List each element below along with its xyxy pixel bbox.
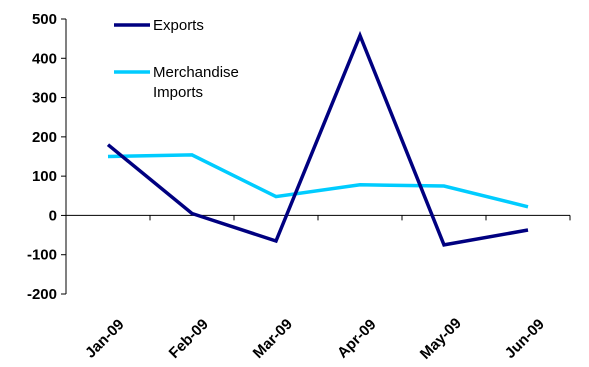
legend-label: Imports [153,84,203,101]
x-tick-label: Feb-09 [166,316,212,362]
series-line-merchandise-imports [107,153,529,209]
y-tick-label: 300 [32,90,57,107]
series-line-exports [106,30,529,247]
y-tick-label: 500 [32,11,57,28]
legend: Exports Merchandise Imports [114,17,239,101]
y-tick-label: 100 [32,168,57,185]
legend-label: Exports [153,17,204,34]
legend-label: Merchandise [153,64,239,81]
x-tick-label: May-09 [417,315,465,363]
x-tick-label: Mar-09 [250,316,296,362]
x-tick-label: Jan-09 [82,316,128,362]
x-tick-label: Apr-09 [334,316,380,362]
y-tick-label: 200 [32,129,57,146]
x-tick-label: Jun-09 [502,316,548,362]
y-tick-label: -200 [27,286,57,303]
y-tick-label: -100 [27,247,57,264]
y-tick-label: 0 [49,207,57,224]
series-group [106,30,529,247]
y-tick-label: 400 [32,50,57,67]
